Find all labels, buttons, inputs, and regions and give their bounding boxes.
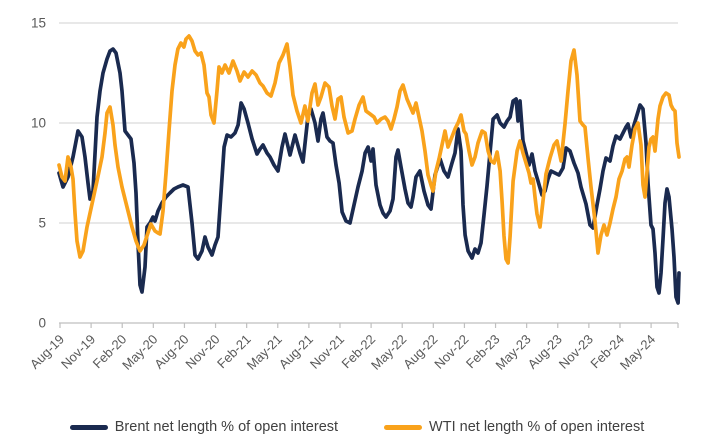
x-axis-label-Aug-22: Aug-22 — [400, 332, 440, 372]
brent-series-line — [57, 47, 681, 305]
x-axis-label-Nov-20: Nov-20 — [182, 332, 222, 372]
y-axis-label-0: 0 — [38, 316, 46, 331]
x-axis-label-Aug-20: Aug-20 — [151, 332, 191, 372]
x-axis-label-Aug-19: Aug-19 — [27, 332, 67, 372]
x-axis-label-May-22: May-22 — [368, 332, 409, 373]
x-axis-label-Nov-19: Nov-19 — [58, 332, 98, 372]
x-axis-label-Nov-22: Nov-22 — [431, 332, 471, 372]
x-axis-label-May-23: May-23 — [493, 332, 534, 373]
brent-line-swatch — [69, 424, 108, 430]
y-axis-label-15: 15 — [31, 16, 46, 31]
x-axis-label-Aug-21: Aug-21 — [276, 332, 316, 372]
legend-item-brent: Brent net length % of open interest — [69, 419, 339, 435]
y-axis-label-10: 10 — [31, 116, 46, 131]
x-axis-label-May-24: May-24 — [617, 332, 658, 373]
legend-label-brent: Brent net length % of open interest — [114, 419, 339, 435]
x-axis-label-May-20: May-20 — [119, 332, 160, 373]
legend-item-wti: WTI net length % of open interest — [384, 419, 644, 435]
x-axis-label-Nov-21: Nov-21 — [307, 332, 347, 372]
x-axis-label-May-21: May-21 — [244, 332, 285, 373]
x-axis-label-Aug-23: Aug-23 — [525, 332, 565, 372]
y-axis-label-5: 5 — [38, 216, 46, 231]
legend: Brent net length % of open interest WTI … — [0, 419, 714, 435]
wti-line-swatch — [384, 424, 423, 430]
x-axis-label-Nov-23: Nov-23 — [556, 332, 596, 372]
wti-series-line — [57, 34, 681, 265]
legend-label-wti: WTI net length % of open interest — [429, 419, 645, 435]
